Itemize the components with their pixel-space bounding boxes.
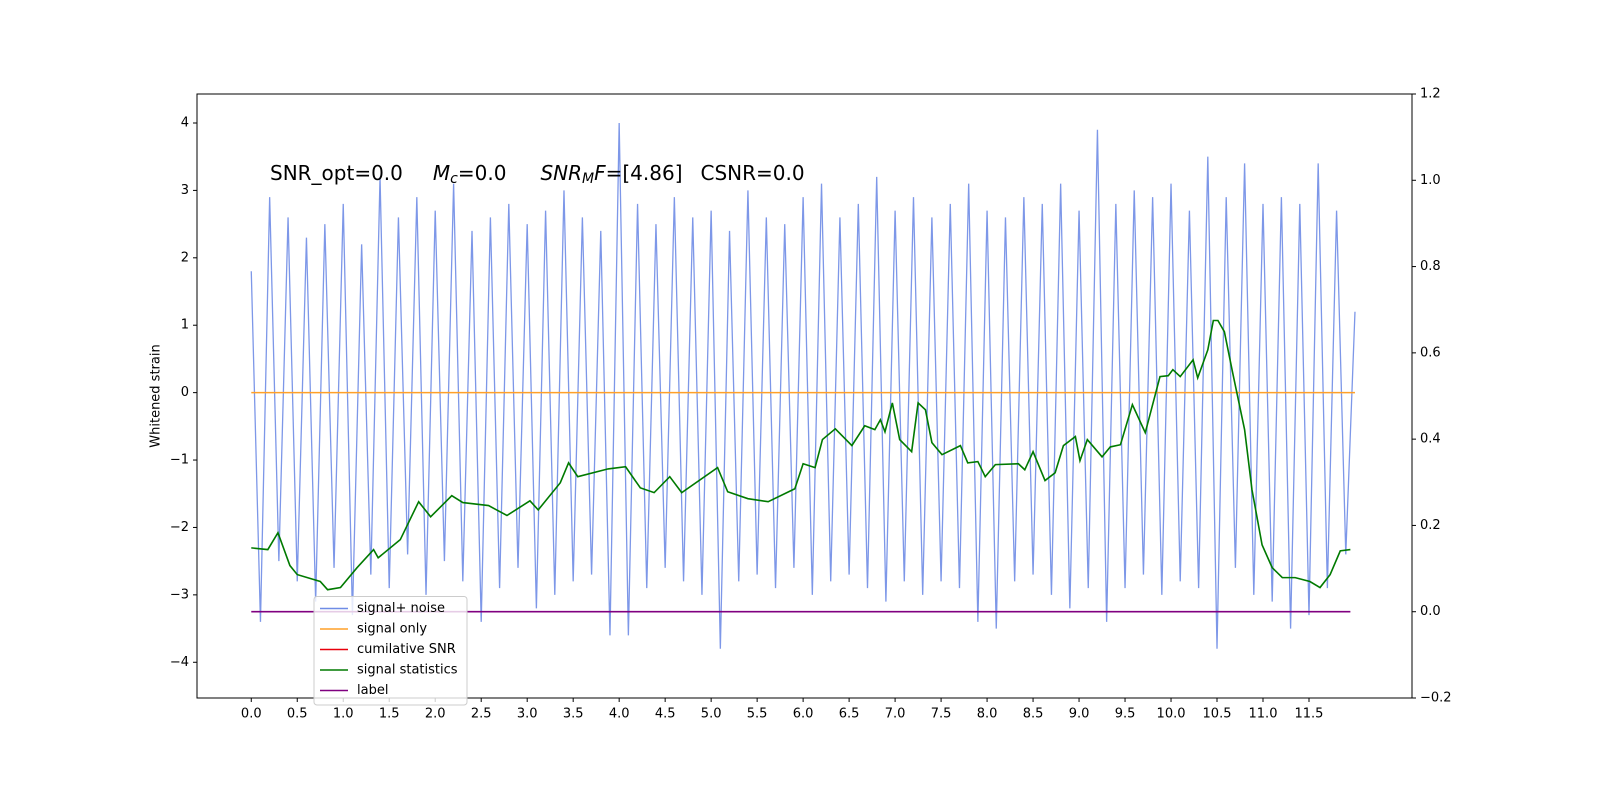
x-tick-label: 5.5 — [747, 707, 768, 722]
x-tick-label: 9.0 — [1069, 707, 1090, 722]
annotation-part: SNR_opt=0.0 — [270, 161, 403, 185]
y-tick-label: 2 — [181, 250, 189, 265]
x-tick-label: 3.5 — [563, 707, 584, 722]
y-tick-label: −2 — [170, 520, 189, 535]
legend-box — [313, 596, 468, 706]
y-tick-label: 0 — [181, 385, 189, 400]
x-tick-label: 6.5 — [839, 707, 860, 722]
legend-label: signal statistics — [357, 663, 458, 678]
y2-tick-label: 0.0 — [1420, 604, 1441, 619]
x-tick-label: 9.5 — [1115, 707, 1136, 722]
annotation-part: M — [582, 171, 594, 187]
x-tick-label: 0.5 — [287, 707, 308, 722]
y2-tick-label: 1.2 — [1420, 87, 1441, 102]
annotation-part: M — [433, 161, 450, 185]
y2-tick-label: 0.2 — [1420, 518, 1441, 533]
y2-tick-label: 0.4 — [1420, 432, 1441, 447]
legend-label: signal+ noise — [357, 601, 445, 616]
legend-label: label — [357, 683, 388, 698]
annotation: SNR_opt=0.0 Mc=0.0 SNRMF=[4.86] CSNR=0.0 — [270, 161, 805, 188]
x-tick-label: 4.5 — [655, 707, 676, 722]
x-tick-label: 3.0 — [517, 707, 538, 722]
x-tick-label: 7.0 — [885, 707, 906, 722]
y-tick-label: −1 — [170, 453, 189, 468]
annotation-part: =0.0 — [458, 161, 507, 185]
x-tick-label: 8.0 — [977, 707, 998, 722]
x-tick-label: 10.0 — [1157, 707, 1186, 722]
y2-tick-label: 1.0 — [1420, 173, 1441, 188]
annotation-part: c — [450, 171, 458, 187]
y-tick-label: 1 — [181, 318, 189, 333]
plot-frame — [196, 93, 1413, 699]
x-tick-label: 11.0 — [1249, 707, 1278, 722]
series-line — [251, 319, 1351, 591]
annotation-part: SNR — [540, 161, 582, 185]
y-tick-label: −4 — [170, 655, 189, 670]
annotation-part: =[4.86] — [606, 161, 683, 185]
x-tick-label: 10.5 — [1203, 707, 1232, 722]
y-axis-label: Whitened strain — [149, 344, 164, 447]
x-tick-label: 1.5 — [379, 707, 400, 722]
x-tick-label: 8.5 — [1023, 707, 1044, 722]
y-tick-label: 3 — [181, 183, 189, 198]
x-tick-label: 2.5 — [471, 707, 492, 722]
x-tick-label: 5.0 — [701, 707, 722, 722]
x-tick-label: 4.0 — [609, 707, 630, 722]
series-line — [250, 122, 1356, 649]
y-tick-label: −3 — [170, 587, 189, 602]
x-tick-label: 1.0 — [333, 707, 354, 722]
x-tick-label: 6.0 — [793, 707, 814, 722]
legend-label: cumilative SNR — [357, 642, 456, 657]
x-tick-label: 7.5 — [931, 707, 952, 722]
annotation-part: F — [594, 161, 606, 185]
y-tick-label: 4 — [181, 115, 189, 130]
x-tick-label: 2.0 — [425, 707, 446, 722]
y2-tick-label: 0.8 — [1420, 259, 1441, 274]
y2-tick-label: −0.2 — [1420, 691, 1452, 706]
x-tick-label: 11.5 — [1295, 707, 1324, 722]
x-tick-label: 0.0 — [241, 707, 262, 722]
annotation-part: CSNR=0.0 — [701, 161, 805, 185]
legend-label: signal only — [357, 622, 427, 637]
y2-tick-label: 0.6 — [1420, 345, 1441, 360]
